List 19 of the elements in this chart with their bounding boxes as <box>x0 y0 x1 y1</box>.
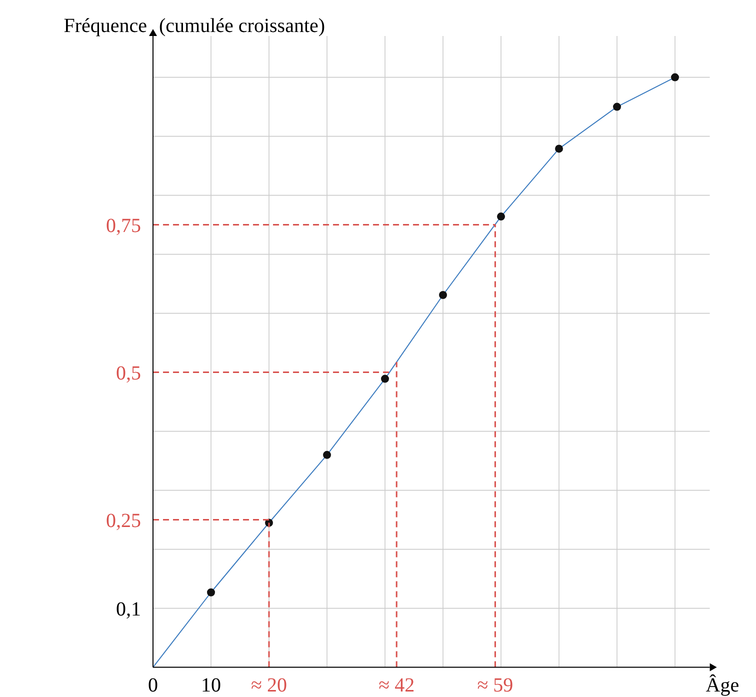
x-tick-label: 10 <box>201 674 221 696</box>
y-tick-label: 0,75 <box>106 214 141 237</box>
y-axis-title: Fréquence (cumulée croissante) <box>64 15 326 37</box>
x-axis-title: Âge <box>706 673 740 696</box>
point <box>555 144 563 153</box>
point <box>439 291 447 300</box>
point <box>671 73 679 82</box>
point <box>497 212 505 221</box>
y-tick-label: 0,5 <box>116 362 141 384</box>
y-tick-label: 0,25 <box>106 510 141 532</box>
y-tick-label: 0,1 <box>116 598 141 620</box>
point <box>381 374 389 383</box>
point <box>613 102 621 111</box>
x-tick-label: 0 <box>148 674 158 696</box>
point <box>323 450 331 459</box>
ref-line-label: ≈ 42 <box>378 674 415 696</box>
point <box>207 588 215 596</box>
ref-line-label: ≈ 59 <box>477 674 514 696</box>
ref-line-label: ≈ 20 <box>251 674 287 696</box>
